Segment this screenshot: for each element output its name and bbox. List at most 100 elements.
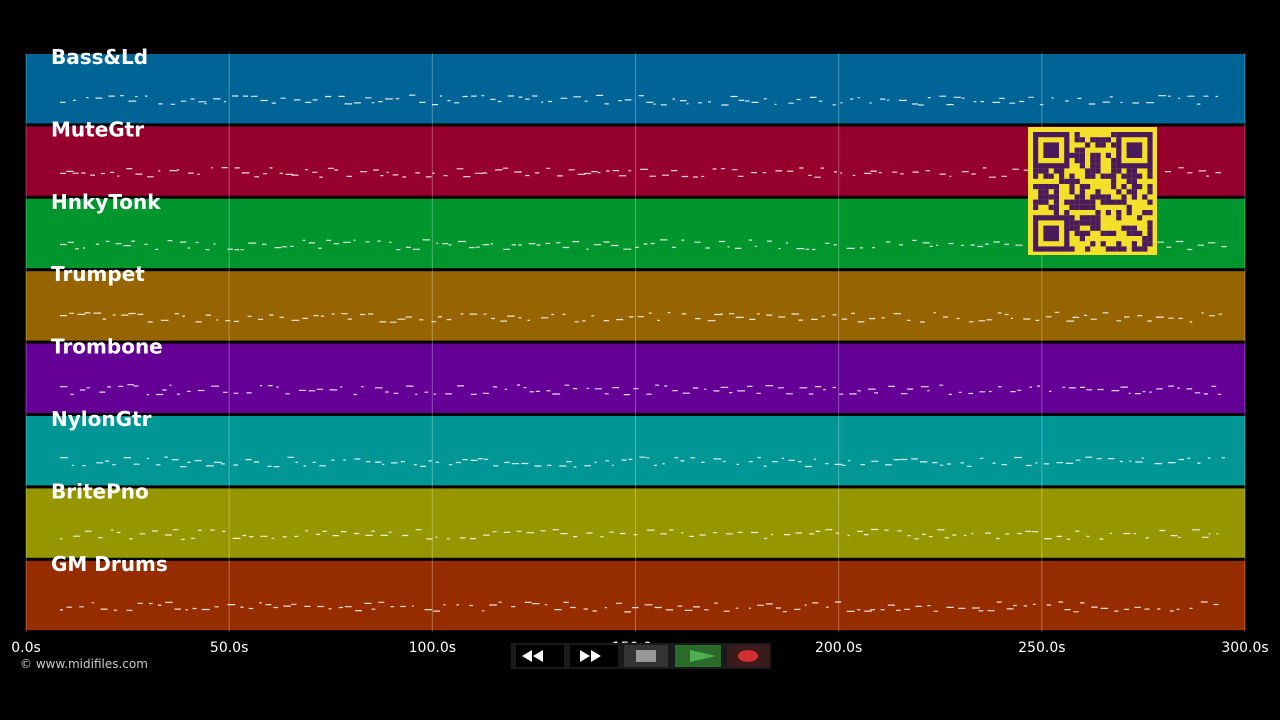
qr-module <box>1105 152 1111 158</box>
qr-module <box>1043 184 1049 190</box>
track-name: MuteGtr <box>51 117 144 141</box>
qr-module <box>1126 210 1132 216</box>
track-lane <box>26 54 1245 124</box>
qr-module <box>1147 225 1153 231</box>
qr-code <box>1028 127 1157 255</box>
qr-module <box>1095 152 1101 158</box>
qr-module <box>1121 184 1127 190</box>
qr-module <box>1095 158 1101 164</box>
qr-module <box>1142 236 1148 242</box>
stop-button[interactable] <box>624 645 668 667</box>
qr-module <box>1111 199 1117 205</box>
qr-module <box>1111 132 1117 138</box>
qr-module <box>1111 173 1117 179</box>
qr-module <box>1079 147 1085 153</box>
qr-module <box>1085 199 1091 205</box>
qr-module <box>1079 204 1085 210</box>
qr-module <box>1121 194 1127 200</box>
copyright: © www.midifiles.com <box>20 657 148 671</box>
time-tick-label: 300.0s <box>1221 640 1268 656</box>
qr-module <box>1069 246 1075 252</box>
qr-module <box>1033 199 1039 205</box>
qr-module <box>1126 173 1132 179</box>
qr-finder-core <box>1043 142 1059 158</box>
qr-module <box>1074 132 1080 138</box>
qr-module <box>1079 194 1085 200</box>
note-pattern <box>60 601 1219 613</box>
qr-module <box>1048 194 1054 200</box>
forward-button[interactable] <box>570 645 618 667</box>
qr-module <box>1131 178 1137 184</box>
qr-module <box>1069 152 1075 158</box>
qr-module <box>1038 184 1044 190</box>
qr-finder-core <box>1126 142 1143 158</box>
qr-finder <box>1116 132 1153 169</box>
qr-finder <box>1032 215 1070 252</box>
qr-module <box>1079 236 1085 242</box>
qr-finder <box>1032 132 1070 169</box>
qr-module <box>1053 184 1059 190</box>
qr-module <box>1085 142 1091 148</box>
track-name: GM Drums <box>51 552 168 576</box>
qr-module <box>1090 173 1096 179</box>
qr-module <box>1116 215 1122 221</box>
qr-module <box>1079 189 1085 195</box>
qr-module <box>1105 173 1111 179</box>
qr-module <box>1043 194 1049 200</box>
qr-module <box>1095 194 1101 200</box>
qr-module <box>1116 199 1122 205</box>
notes <box>60 94 1227 613</box>
qr-module <box>1090 225 1096 231</box>
qr-module <box>1074 220 1080 226</box>
qr-module <box>1100 173 1106 179</box>
qr-module <box>1095 225 1101 231</box>
qr-module <box>1131 230 1137 236</box>
qr-module <box>1033 184 1039 190</box>
qr-module <box>1043 189 1049 195</box>
qr-module <box>1137 184 1143 190</box>
record-button[interactable] <box>727 645 769 667</box>
qr-module <box>1121 173 1127 179</box>
qr-module <box>1142 210 1148 216</box>
qr-module <box>1111 168 1117 174</box>
track-lane <box>26 343 1245 413</box>
qr-module <box>1064 210 1070 216</box>
qr-module <box>1038 194 1044 200</box>
qr-module <box>1126 204 1132 210</box>
qr-module <box>1147 210 1153 216</box>
rewind-button[interactable] <box>516 645 564 667</box>
qr-module <box>1105 137 1111 143</box>
qr-module <box>1074 199 1080 205</box>
qr-module <box>1147 184 1153 190</box>
qr-module <box>1105 246 1111 252</box>
track-lane <box>26 271 1245 341</box>
qr-module <box>1131 173 1137 179</box>
note-pattern <box>60 94 1218 106</box>
qr-module <box>1085 173 1091 179</box>
qr-module <box>1038 168 1044 174</box>
qr-module <box>1147 241 1153 247</box>
qr-module <box>1085 246 1091 252</box>
time-tick-label: 100.0s <box>409 640 456 656</box>
qr-module <box>1111 230 1117 236</box>
track-name: Trombone <box>51 335 163 359</box>
play-button[interactable] <box>675 645 721 667</box>
time-tick-label: 250.0s <box>1018 640 1065 656</box>
qr-module <box>1137 246 1143 252</box>
qr-module <box>1090 168 1096 174</box>
time-tick-label: 200.0s <box>815 640 862 656</box>
qr-module <box>1121 199 1127 205</box>
qr-module <box>1100 142 1106 148</box>
qr-module <box>1069 184 1075 190</box>
qr-module <box>1059 178 1065 184</box>
qr-module <box>1033 173 1039 179</box>
qr-module <box>1142 194 1148 200</box>
qr-module <box>1033 168 1039 174</box>
qr-module <box>1053 210 1059 216</box>
qr-module <box>1053 194 1059 200</box>
qr-module <box>1111 158 1117 164</box>
qr-module <box>1085 230 1091 236</box>
qr-module <box>1126 178 1132 184</box>
note-pattern <box>60 528 1219 540</box>
